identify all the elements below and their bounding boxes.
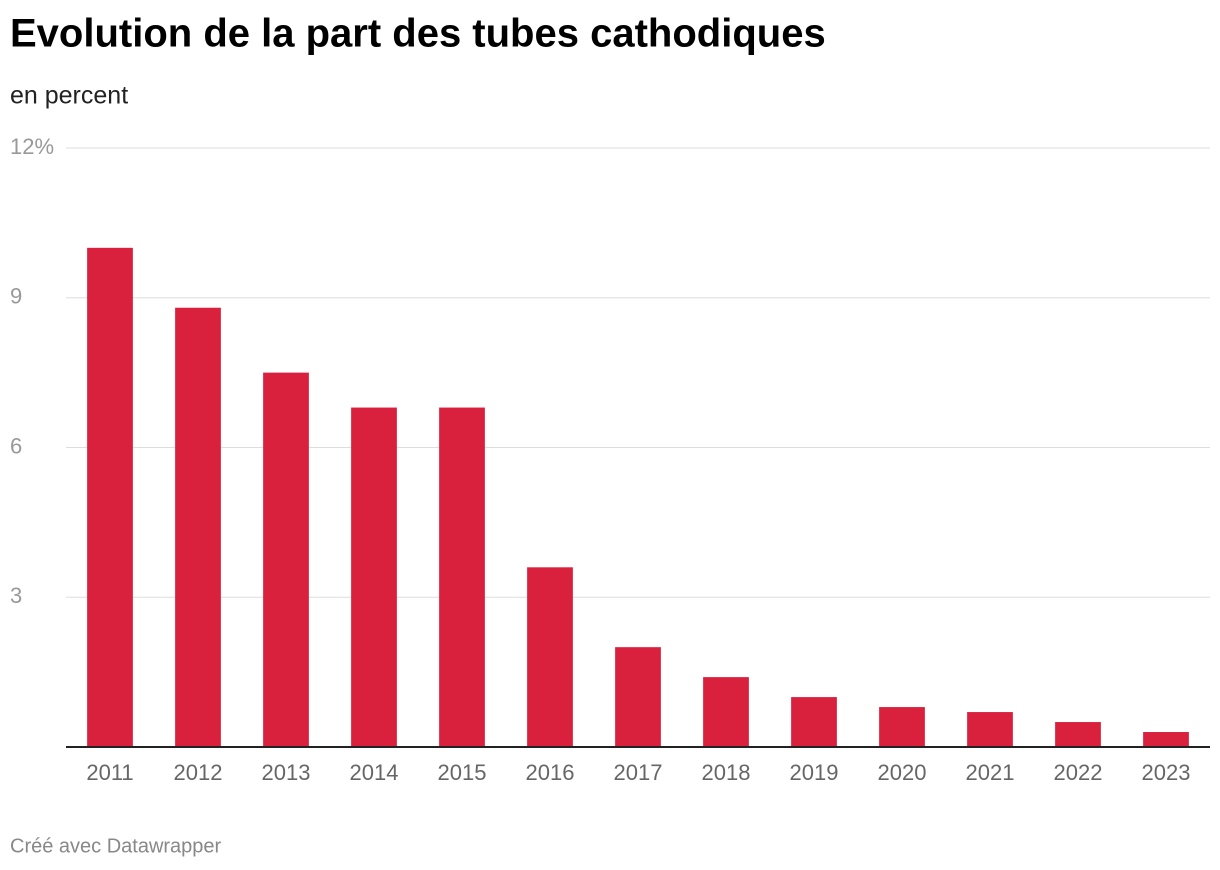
x-tick-label: 2012 — [174, 760, 223, 785]
x-tick-label: 2022 — [1054, 760, 1103, 785]
bar — [175, 307, 221, 747]
bar — [1055, 722, 1101, 747]
x-tick-label: 2016 — [526, 760, 575, 785]
x-tick-label: 2021 — [966, 760, 1015, 785]
x-tick-label: 2011 — [86, 760, 133, 785]
bar — [439, 407, 485, 747]
footer: Créé avec Datawrapper — [10, 835, 222, 857]
y-tick-label: 6 — [10, 433, 22, 458]
bar — [879, 707, 925, 747]
x-tick-label: 2014 — [350, 760, 399, 785]
bar — [615, 647, 661, 747]
x-tick-label: 2019 — [790, 760, 839, 785]
bar — [1143, 732, 1189, 747]
x-tick-label: 2020 — [878, 760, 927, 785]
x-tick-label: 2015 — [438, 760, 487, 785]
bar — [263, 372, 309, 747]
chart-subtitle: en percent — [10, 82, 128, 110]
y-tick-label: 12% — [10, 134, 54, 159]
y-tick-label: 9 — [10, 284, 22, 309]
y-tick-label: 3 — [10, 583, 22, 608]
x-tick-label: 2013 — [262, 760, 311, 785]
bar — [87, 247, 133, 748]
bar — [527, 567, 573, 747]
bar — [967, 712, 1013, 747]
bar — [791, 697, 837, 747]
bar — [703, 677, 749, 747]
x-tick-label: 2017 — [614, 760, 663, 785]
chart-title: Evolution de la part des tubes cathodiqu… — [10, 12, 826, 56]
x-tick-label: 2018 — [702, 760, 751, 785]
x-tick-label: 2023 — [1142, 760, 1191, 785]
bar — [351, 407, 397, 747]
